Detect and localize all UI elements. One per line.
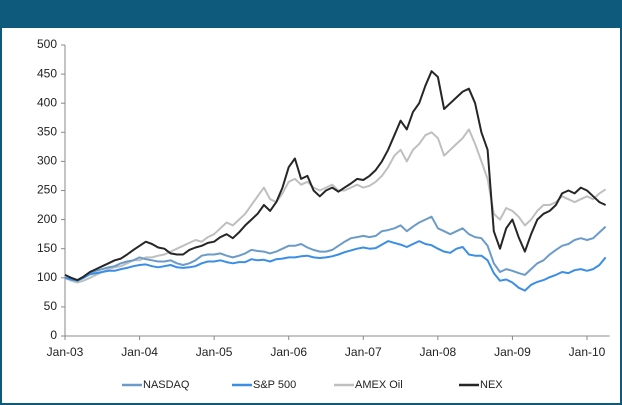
x-tick-label: Jan-07	[345, 345, 382, 359]
y-tick-label: 200	[37, 212, 57, 226]
series-line	[64, 240, 607, 292]
series-line	[64, 128, 607, 284]
x-tick-label: Jan-03	[47, 345, 84, 359]
x-tick-label: Jan-04	[121, 345, 158, 359]
legend-label: NEX	[480, 379, 503, 391]
y-tick-label: 450	[37, 66, 57, 80]
y-tick-label: 50	[44, 299, 58, 313]
x-tick-label: Jan-10	[569, 345, 606, 359]
y-tick-label: 150	[37, 241, 57, 255]
x-tick-label: Jan-06	[270, 345, 307, 359]
y-tick-label: 100	[37, 270, 57, 284]
x-tick-label: Jan-05	[196, 345, 233, 359]
x-tick-label: Jan-08	[420, 345, 457, 359]
header-bar	[0, 0, 622, 28]
legend-label: AMEX Oil	[355, 379, 403, 391]
y-tick-label: 350	[37, 124, 57, 138]
series-line	[64, 70, 607, 282]
legend-label: NASDAQ	[143, 379, 190, 391]
series-line	[64, 215, 607, 282]
y-tick-label: 500	[37, 37, 57, 51]
y-tick-label: 0	[50, 328, 57, 342]
legend-label: S&P 500	[253, 379, 296, 391]
y-tick-label: 250	[37, 183, 57, 197]
y-tick-label: 400	[37, 95, 57, 109]
y-tick-label: 300	[37, 154, 57, 168]
x-tick-label: Jan-09	[494, 345, 531, 359]
